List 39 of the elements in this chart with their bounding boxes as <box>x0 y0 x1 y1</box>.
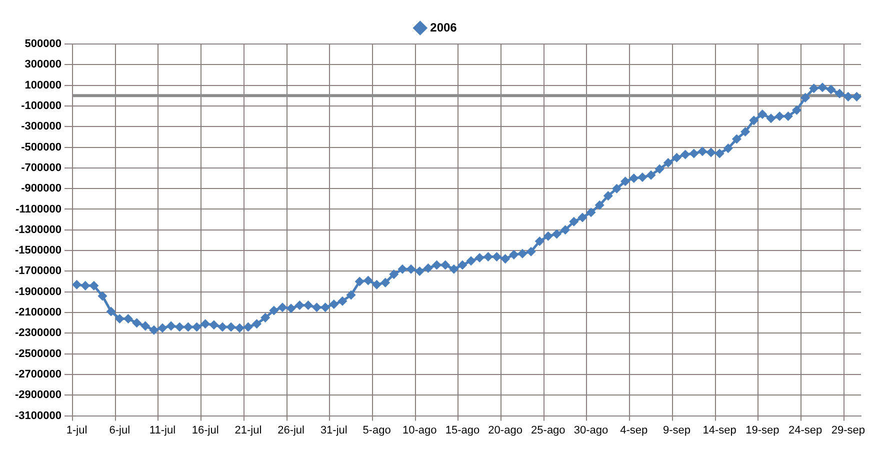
x-tick-label: 10-ago <box>402 424 437 436</box>
y-tick-label: -300000 <box>21 120 62 133</box>
x-tick-label: 11-jul <box>149 424 176 436</box>
y-tick-label: -700000 <box>21 162 62 174</box>
x-tick-label: 19-sep <box>746 424 780 436</box>
x-tick-label: 4-sep <box>620 424 648 436</box>
y-tick-label: -500000 <box>21 141 62 154</box>
x-tick-label: 26-jul <box>278 424 304 436</box>
y-tick-label: -2100000 <box>14 306 62 319</box>
y-tick-label: -1500000 <box>14 244 62 257</box>
x-tick-label: 21-jul <box>234 424 262 436</box>
y-tick-label: -2900000 <box>14 389 62 402</box>
legend-label: 2006 <box>430 20 458 34</box>
y-tick-label: -100000 <box>21 100 62 112</box>
x-tick-label: 15-ago <box>445 424 480 436</box>
y-tick-label: -2300000 <box>14 327 62 340</box>
x-tick-label: 9-sep <box>662 424 690 436</box>
y-tick-label: 500000 <box>24 38 62 50</box>
y-tick-label: -1700000 <box>14 265 62 278</box>
x-tick-label: 24-sep <box>788 424 822 436</box>
x-tick-label: 31-jul <box>320 424 348 436</box>
x-tick-label: 25-ago <box>531 424 566 436</box>
x-tick-label: 1-jul <box>66 424 88 436</box>
x-tick-label: 20-ago <box>488 424 522 436</box>
x-tick-label: 29-sep <box>831 424 865 436</box>
y-tick-label: -1900000 <box>14 286 62 298</box>
x-tick-label: 5-ago <box>362 424 391 436</box>
y-tick-label: -1100000 <box>16 203 62 216</box>
x-tick-label: 14-sep <box>702 424 736 436</box>
x-tick-label: 30-ago <box>574 424 608 436</box>
y-tick-label: -1300000 <box>14 224 62 236</box>
y-tick-label: 100000 <box>24 79 62 92</box>
y-tick-label: -2500000 <box>14 348 62 360</box>
y-tick-label: -900000 <box>21 182 62 195</box>
x-tick-label: 6-jul <box>109 424 130 436</box>
y-tick-label: 300000 <box>24 58 62 71</box>
x-tick-label: 16-jul <box>192 424 219 436</box>
y-tick-label: -3100000 <box>14 410 62 422</box>
y-tick-label: -2700000 <box>14 368 62 381</box>
